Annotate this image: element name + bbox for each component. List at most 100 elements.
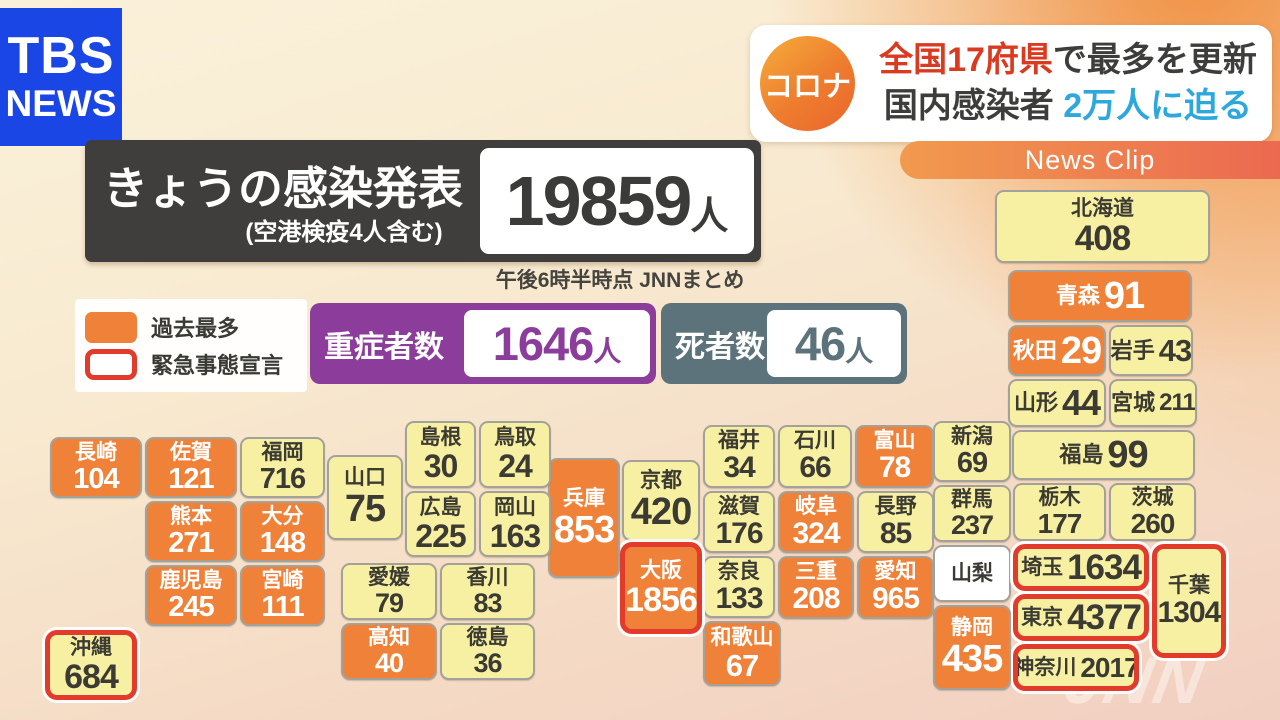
headline-line1: 全国17府県で最多を更新 [872,38,1264,82]
prefecture-name: 青森 [1055,283,1100,308]
prefecture-name: 北海道 [1071,196,1134,220]
prefecture-value: 408 [1074,218,1131,258]
tbs-news-logo: TBS NEWS [0,8,122,146]
prefecture-tile-山形: 山形 44 [1008,379,1106,427]
prefecture-value: 208 [792,582,840,615]
prefecture-tile-徳島: 徳島 36 [440,623,535,680]
prefecture-value: 1856 [625,580,697,619]
prefecture-name: 山形 [1013,390,1058,415]
prefecture-name: 兵庫 [563,486,605,510]
deaths-box: 死者数 46 人 [661,303,907,384]
prefecture-tile-島根: 島根 30 [405,421,476,488]
severe-cases-value: 1646 [492,317,595,370]
prefecture-tile-奈良: 奈良 133 [703,556,775,618]
severe-cases-box: 重症者数 1646 人 [310,303,656,384]
prefecture-name: 島根 [419,426,462,449]
prefecture-value: 237 [950,509,994,540]
prefecture-tile-群馬: 群馬 237 [933,485,1011,542]
prefecture-value: 40 [374,647,404,678]
prefecture-value: 853 [553,508,615,551]
prefecture-name: 長崎 [75,440,117,464]
prefecture-tile-福島: 福島 99 [1012,430,1195,480]
prefecture-value: 271 [168,526,214,559]
headline-line2: 国内感染者 2万人に迫る [872,84,1264,128]
prefecture-tile-広島: 広島 225 [405,491,476,557]
prefecture-name: 滋賀 [718,494,760,518]
prefecture-name: 愛媛 [368,565,410,589]
prefecture-tile-静岡: 静岡 435 [933,605,1011,690]
prefecture-tile-茨城: 茨城 260 [1109,483,1196,541]
prefecture-tile-高知: 高知 40 [341,623,437,680]
prefecture-value: 111 [261,590,304,623]
prefecture-name: 広島 [419,495,462,519]
logo-text-news: NEWS [5,82,117,124]
prefecture-value: 104 [73,462,119,495]
prefecture-tile-沖縄: 沖縄 684 [45,630,137,700]
prefecture-name: 栃木 [1038,485,1081,509]
prefecture-value: 1304 [1157,595,1221,629]
prefecture-name: 茨城 [1131,485,1174,509]
prefecture-tile-岐阜: 岐阜 324 [778,491,854,553]
prefecture-tile-青森: 青森 91 [1008,270,1192,322]
deaths-label: 死者数 [675,330,765,364]
prefecture-tile-岩手: 岩手 43 [1109,325,1193,376]
prefecture-name: 宮崎 [261,568,304,592]
announcement-note: (空港検疫4人含む) [245,219,443,246]
prefecture-name: 和歌山 [710,625,774,649]
prefecture-name: 香川 [466,565,509,589]
prefecture-tile-福岡: 福岡 716 [240,437,325,498]
prefecture-name: 三重 [795,560,837,583]
prefecture-value: 163 [489,517,541,554]
headline-card: コロナ 全国17府県で最多を更新 国内感染者 2万人に迫る [750,25,1272,142]
legend-row-emergency: 緊急事態宣言 [85,348,283,380]
prefecture-name: 秋田 [1012,337,1057,363]
prefecture-name: 奈良 [718,559,760,583]
prefecture-value: 324 [792,516,840,550]
prefecture-value: 260 [1130,507,1176,539]
prefecture-name: 石川 [794,429,836,452]
timestamp: 午後6時半時点 JNNまとめ [495,269,745,292]
prefecture-name: 宮城 [1111,390,1156,415]
prefecture-name: 新潟 [951,424,993,448]
corona-topic-badge: コロナ [760,36,855,131]
deaths-value-box: 46 人 [767,310,901,377]
prefecture-name: 千葉 [1168,573,1210,597]
prefecture-value: 24 [498,448,533,484]
prefecture-value: 177 [1037,507,1083,539]
prefecture-name: 愛知 [874,560,917,583]
prefecture-name: 京都 [640,469,682,492]
severe-cases-value-box: 1646 人 [464,310,650,377]
prefecture-value: 44 [1061,382,1101,423]
prefecture-tile-岡山: 岡山 163 [479,491,551,557]
prefecture-value: 1634 [1067,548,1142,587]
prefecture-tile-大阪: 大阪 1856 [620,542,702,634]
prefecture-tile-宮城: 宮城 211 [1109,379,1197,427]
deaths-value: 46 [794,317,846,370]
prefecture-value: 79 [374,587,404,618]
prefecture-value: 716 [259,462,306,495]
prefecture-value: 91 [1103,275,1145,317]
prefecture-tile-長崎: 長崎 104 [50,437,142,498]
prefecture-tile-宮崎: 宮崎 111 [240,565,325,626]
prefecture-name: 岐阜 [795,494,837,518]
prefecture-value: 34 [723,451,755,484]
prefecture-tile-佐賀: 佐賀 121 [145,437,237,498]
prefecture-value: 36 [473,647,502,678]
prefecture-name: 沖縄 [70,635,112,659]
prefecture-name: 大阪 [640,558,682,582]
prefecture-value: 684 [64,657,119,696]
prefecture-name: 東京 [1021,606,1064,629]
total-count-box: 19859 人 [480,148,754,254]
total-count-value: 19859 [505,162,693,240]
prefecture-name: 福井 [718,429,760,452]
prefecture-name: 山梨 [951,562,993,585]
prefecture-tile-東京: 東京 4377 [1013,594,1149,641]
deaths-unit: 人 [845,335,874,367]
prefecture-value: 30 [423,448,459,484]
prefecture-value: 148 [259,526,306,559]
headline-line1-rest: で最多を更新 [1052,40,1257,79]
prefecture-value: 245 [168,590,214,623]
prefecture-tile-香川: 香川 83 [440,563,535,620]
legend-box: 過去最多 緊急事態宣言 [75,299,307,392]
prefecture-tile-石川: 石川 66 [778,425,852,488]
